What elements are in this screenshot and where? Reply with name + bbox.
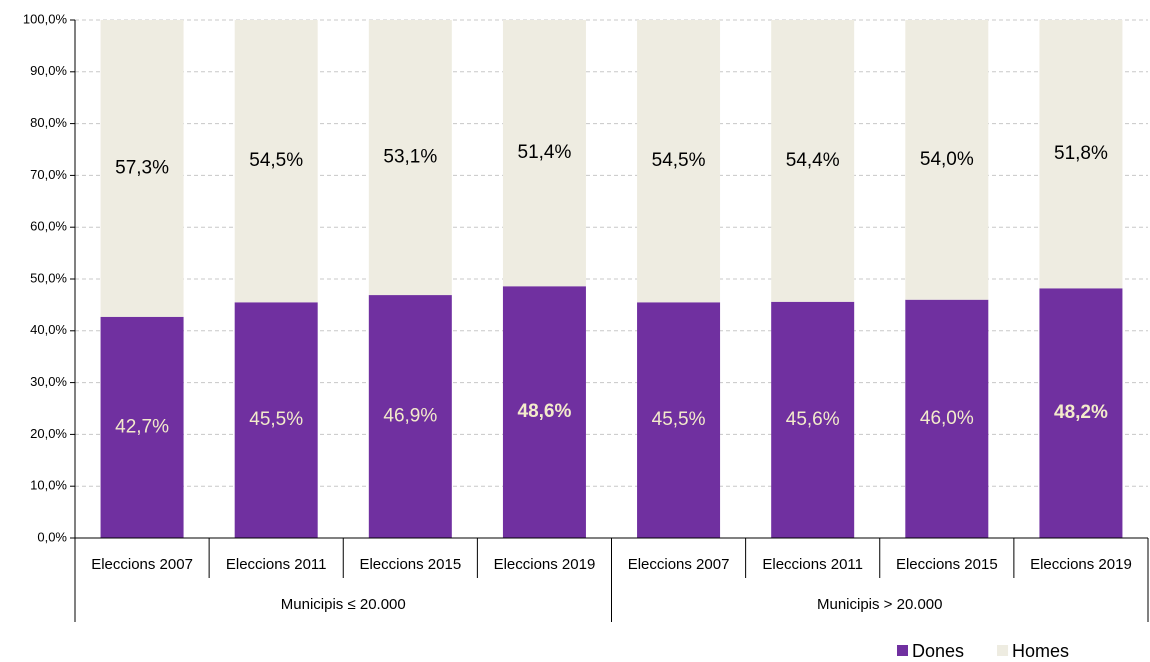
group-label: Municipis > 20.000	[817, 596, 943, 613]
value-label: 51,4%	[518, 142, 572, 163]
y-tick-label: 80,0%	[30, 115, 67, 130]
legend-label: Homes	[1012, 641, 1069, 661]
value-label: 51,8%	[1054, 143, 1108, 164]
legend-swatch	[897, 645, 908, 656]
y-tick-label: 40,0%	[30, 322, 67, 337]
bar-segment	[234, 20, 318, 303]
group-label: Municipis ≤ 20.000	[281, 596, 406, 613]
bar-segment	[905, 20, 989, 300]
bar-segment	[637, 20, 721, 303]
y-tick-label: 20,0%	[30, 426, 67, 441]
y-tick-label: 0,0%	[37, 529, 67, 544]
value-label: 45,5%	[249, 409, 303, 430]
y-tick-label: 100,0%	[23, 11, 68, 26]
bar-segment	[771, 301, 855, 538]
value-label: 48,2%	[1054, 402, 1108, 423]
bar-segment	[100, 316, 184, 538]
bar-segment	[100, 20, 184, 317]
value-label: 45,5%	[652, 409, 706, 430]
y-tick-label: 60,0%	[30, 219, 67, 234]
bar-segment	[905, 299, 989, 538]
y-tick-label: 50,0%	[30, 270, 67, 285]
value-label: 53,1%	[383, 147, 437, 168]
x-tick-label: Eleccions 2007	[91, 556, 193, 573]
value-label: 54,5%	[652, 150, 706, 171]
x-tick-label: Eleccions 2011	[226, 556, 327, 573]
y-tick-label: 70,0%	[30, 167, 67, 182]
bar-segment	[1039, 288, 1123, 538]
value-label: 54,5%	[249, 150, 303, 171]
value-label: 54,0%	[920, 149, 974, 170]
bar-segment	[368, 20, 452, 296]
value-label: 57,3%	[115, 157, 169, 178]
bar-segment	[234, 302, 318, 538]
y-tick-label: 30,0%	[30, 374, 67, 389]
value-label: 46,9%	[383, 406, 437, 427]
legend-label: Dones	[912, 641, 964, 661]
value-label: 54,4%	[786, 150, 840, 171]
bar-segment	[502, 20, 586, 287]
bar-segment	[1039, 20, 1123, 289]
x-tick-label: Eleccions 2011	[762, 556, 863, 573]
x-tick-label: Eleccions 2015	[359, 556, 461, 573]
bar-segment	[637, 302, 721, 538]
x-tick-label: Eleccions 2019	[494, 556, 596, 573]
value-label: 46,0%	[920, 408, 974, 429]
bar-segment	[502, 286, 586, 538]
bar-segment	[771, 20, 855, 302]
value-label: 42,7%	[115, 416, 169, 437]
x-tick-label: Eleccions 2019	[1030, 556, 1132, 573]
x-tick-label: Eleccions 2015	[896, 556, 998, 573]
y-tick-label: 10,0%	[30, 478, 67, 493]
x-tick-label: Eleccions 2007	[628, 556, 730, 573]
value-label: 48,6%	[518, 401, 572, 422]
legend-swatch	[997, 645, 1009, 656]
y-tick-label: 90,0%	[30, 63, 67, 78]
bar-segment	[368, 295, 452, 538]
value-label: 45,6%	[786, 409, 840, 430]
